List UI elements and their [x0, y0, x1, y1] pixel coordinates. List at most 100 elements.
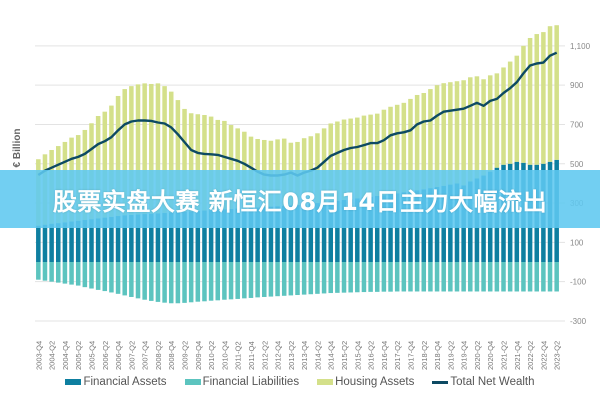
legend-item-total-net-wealth: Total Net Wealth — [432, 376, 535, 388]
financial-assets-bar — [295, 205, 300, 262]
financial-liabilities-bar — [268, 262, 274, 297]
x-tick-label: 2012-Q4 — [274, 341, 283, 370]
financial-liabilities-bar — [262, 262, 267, 297]
financial-liabilities-bar — [49, 262, 54, 282]
financial-assets-bar — [202, 210, 207, 262]
x-tick-label: 2019-Q4 — [460, 341, 469, 370]
housing-assets-bar — [102, 111, 108, 218]
housing-assets-bar — [149, 83, 154, 214]
financial-liabilities-bar — [182, 262, 187, 303]
legend-label: Financial Assets — [83, 376, 167, 388]
financial-assets-bar — [82, 219, 88, 262]
financial-liabilities-bar — [321, 262, 327, 294]
x-tick-label: 2015-Q4 — [353, 341, 362, 370]
financial-assets-bar — [95, 218, 101, 262]
financial-assets-bar — [242, 208, 247, 262]
financial-assets-bar — [175, 212, 181, 262]
x-tick-label: 2009-Q4 — [194, 341, 203, 370]
financial-assets-bar — [275, 206, 280, 262]
financial-assets-bar — [348, 199, 353, 262]
housing-assets-bar — [215, 119, 221, 210]
financial-assets-bar — [122, 215, 127, 262]
financial-liabilities-bar — [388, 262, 393, 292]
housing-assets-bar — [328, 123, 333, 202]
x-tick-label: 2015-Q2 — [340, 341, 349, 370]
x-axis-labels: 2003-Q4 2004-Q2 2004-Q4 2005-Q2 2005-Q4 2006-… — [34, 341, 561, 370]
financial-liabilities-bar — [468, 262, 473, 292]
financial-liabilities-bar — [89, 262, 94, 289]
housing-assets-bar — [129, 86, 134, 215]
y-tick-label: 1,100 — [570, 42, 591, 51]
financial-liabilities-bar — [42, 262, 48, 281]
financial-assets-bar — [228, 208, 234, 262]
financial-assets-bar — [56, 223, 61, 262]
x-tick-label: 2013-Q2 — [287, 341, 296, 370]
financial-assets-bar — [308, 203, 314, 262]
housing-assets-bar — [534, 34, 539, 165]
x-tick-label: 2022-Q4 — [539, 341, 548, 370]
financial-liabilities-bar — [255, 262, 260, 298]
financial-liabilities-bar — [534, 262, 539, 292]
housing-assets-bar — [235, 128, 240, 209]
financial-assets-bar — [281, 205, 287, 262]
financial-liabilities-bar — [275, 262, 280, 297]
financial-liabilities-bar — [75, 262, 81, 286]
financial-assets-bar — [62, 222, 68, 262]
financial-assets-bar — [335, 200, 340, 262]
financial-assets-bar — [368, 196, 373, 262]
financial-liabilities-bar — [188, 262, 194, 303]
financial-liabilities-bar — [109, 262, 114, 293]
housing-assets-bar — [361, 115, 367, 198]
housing-assets-bar — [554, 25, 559, 160]
housing-assets-bar — [441, 83, 446, 186]
housing-assets-bar — [182, 108, 187, 212]
financial-liabilities-bar — [175, 262, 181, 304]
financial-liabilities-bar — [301, 262, 307, 295]
financial-assets-bar — [235, 208, 240, 262]
housing-assets-bar — [414, 94, 420, 191]
housing-assets-bar — [195, 114, 201, 211]
housing-assets-bar — [109, 105, 114, 217]
financial-liabilities-bar — [401, 262, 407, 292]
financial-assets-bar — [361, 197, 367, 262]
financial-liabilities-bar — [242, 262, 247, 299]
financial-liabilities-bar — [168, 262, 174, 304]
financial-liabilities-bar — [541, 262, 546, 292]
x-tick-label: 2016-Q4 — [380, 341, 389, 370]
financial-liabilities-bar — [408, 262, 413, 292]
financial-assets-bar — [388, 194, 393, 262]
financial-liabilities-bar — [394, 262, 400, 292]
legend-label: Financial Liabilities — [202, 376, 300, 388]
housing-assets-bar — [428, 89, 433, 189]
financial-liabilities-bar — [248, 262, 254, 298]
financial-assets-bar — [222, 209, 227, 262]
housing-assets-bar — [135, 84, 141, 215]
financial-liabilities-bar — [95, 262, 101, 290]
financial-assets-bar — [168, 212, 174, 262]
financial-liabilities-bar — [487, 262, 493, 292]
housing-assets-bar — [454, 81, 460, 184]
x-tick-label: 2004-Q4 — [61, 341, 70, 370]
x-tick-label: 2020-Q4 — [486, 341, 495, 370]
financial-liabilities-bar — [361, 262, 367, 293]
financial-assets-bar — [115, 216, 121, 262]
x-tick-label: 2021-Q2 — [500, 341, 509, 370]
financial-liabilities-bar — [434, 262, 440, 292]
housing-assets-bar — [122, 89, 127, 216]
y-tick-label: -300 — [570, 317, 587, 326]
housing-assets-bar — [321, 128, 327, 203]
legend-label: Total Net Wealth — [450, 376, 535, 388]
financial-assets-bar — [69, 221, 74, 262]
financial-liabilities-bar — [115, 262, 121, 294]
housing-assets-bar — [368, 114, 373, 197]
financial-liabilities-bar — [501, 262, 506, 292]
financial-assets-bar — [75, 220, 81, 262]
y-tick-label: 500 — [570, 160, 584, 169]
financial-liabilities-bar — [295, 262, 300, 296]
financial-liabilities-bar — [514, 262, 520, 292]
housing-assets-bar — [242, 131, 247, 209]
financial-liabilities-bar — [69, 262, 74, 285]
financial-liabilities-bar — [328, 262, 333, 294]
housing-assets-bar — [474, 76, 480, 179]
financial-liabilities-bar — [527, 262, 533, 292]
